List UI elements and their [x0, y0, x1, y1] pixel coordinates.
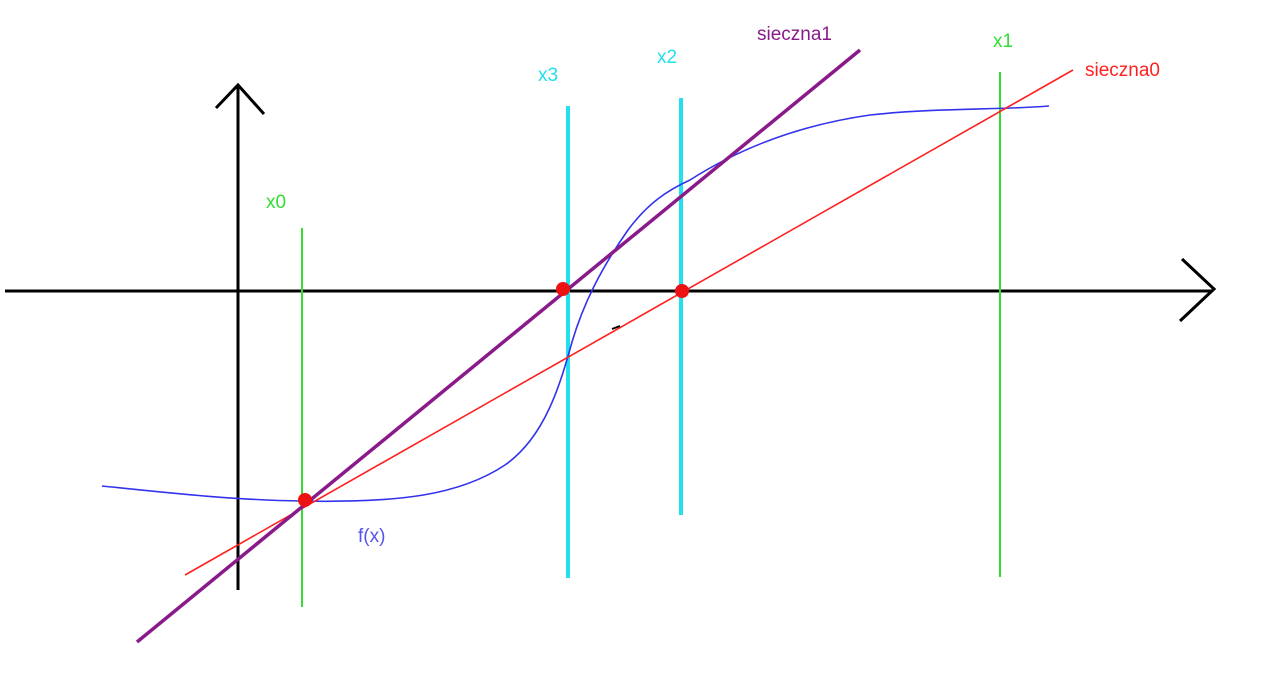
label-x1: x1: [993, 31, 1013, 52]
axes: [5, 82, 1217, 590]
point-x0-intersection: [298, 493, 312, 507]
point-x2-root-estimate: [675, 284, 689, 298]
stray-mark: [611, 325, 621, 330]
secant0-line: [184, 69, 1074, 576]
label-x0: x0: [266, 192, 286, 213]
label-secant0: sieczna0: [1085, 60, 1160, 81]
secant1-line: [135, 48, 862, 644]
label-secant1: sieczna1: [757, 24, 832, 45]
x-axis-arrowhead: [1178, 257, 1217, 323]
label-x2: x2: [657, 47, 677, 68]
label-function: f(x): [358, 526, 385, 547]
point-x3-root-estimate: [556, 282, 570, 296]
y-axis-arrowhead: [214, 82, 266, 116]
label-x3: x3: [538, 65, 558, 86]
